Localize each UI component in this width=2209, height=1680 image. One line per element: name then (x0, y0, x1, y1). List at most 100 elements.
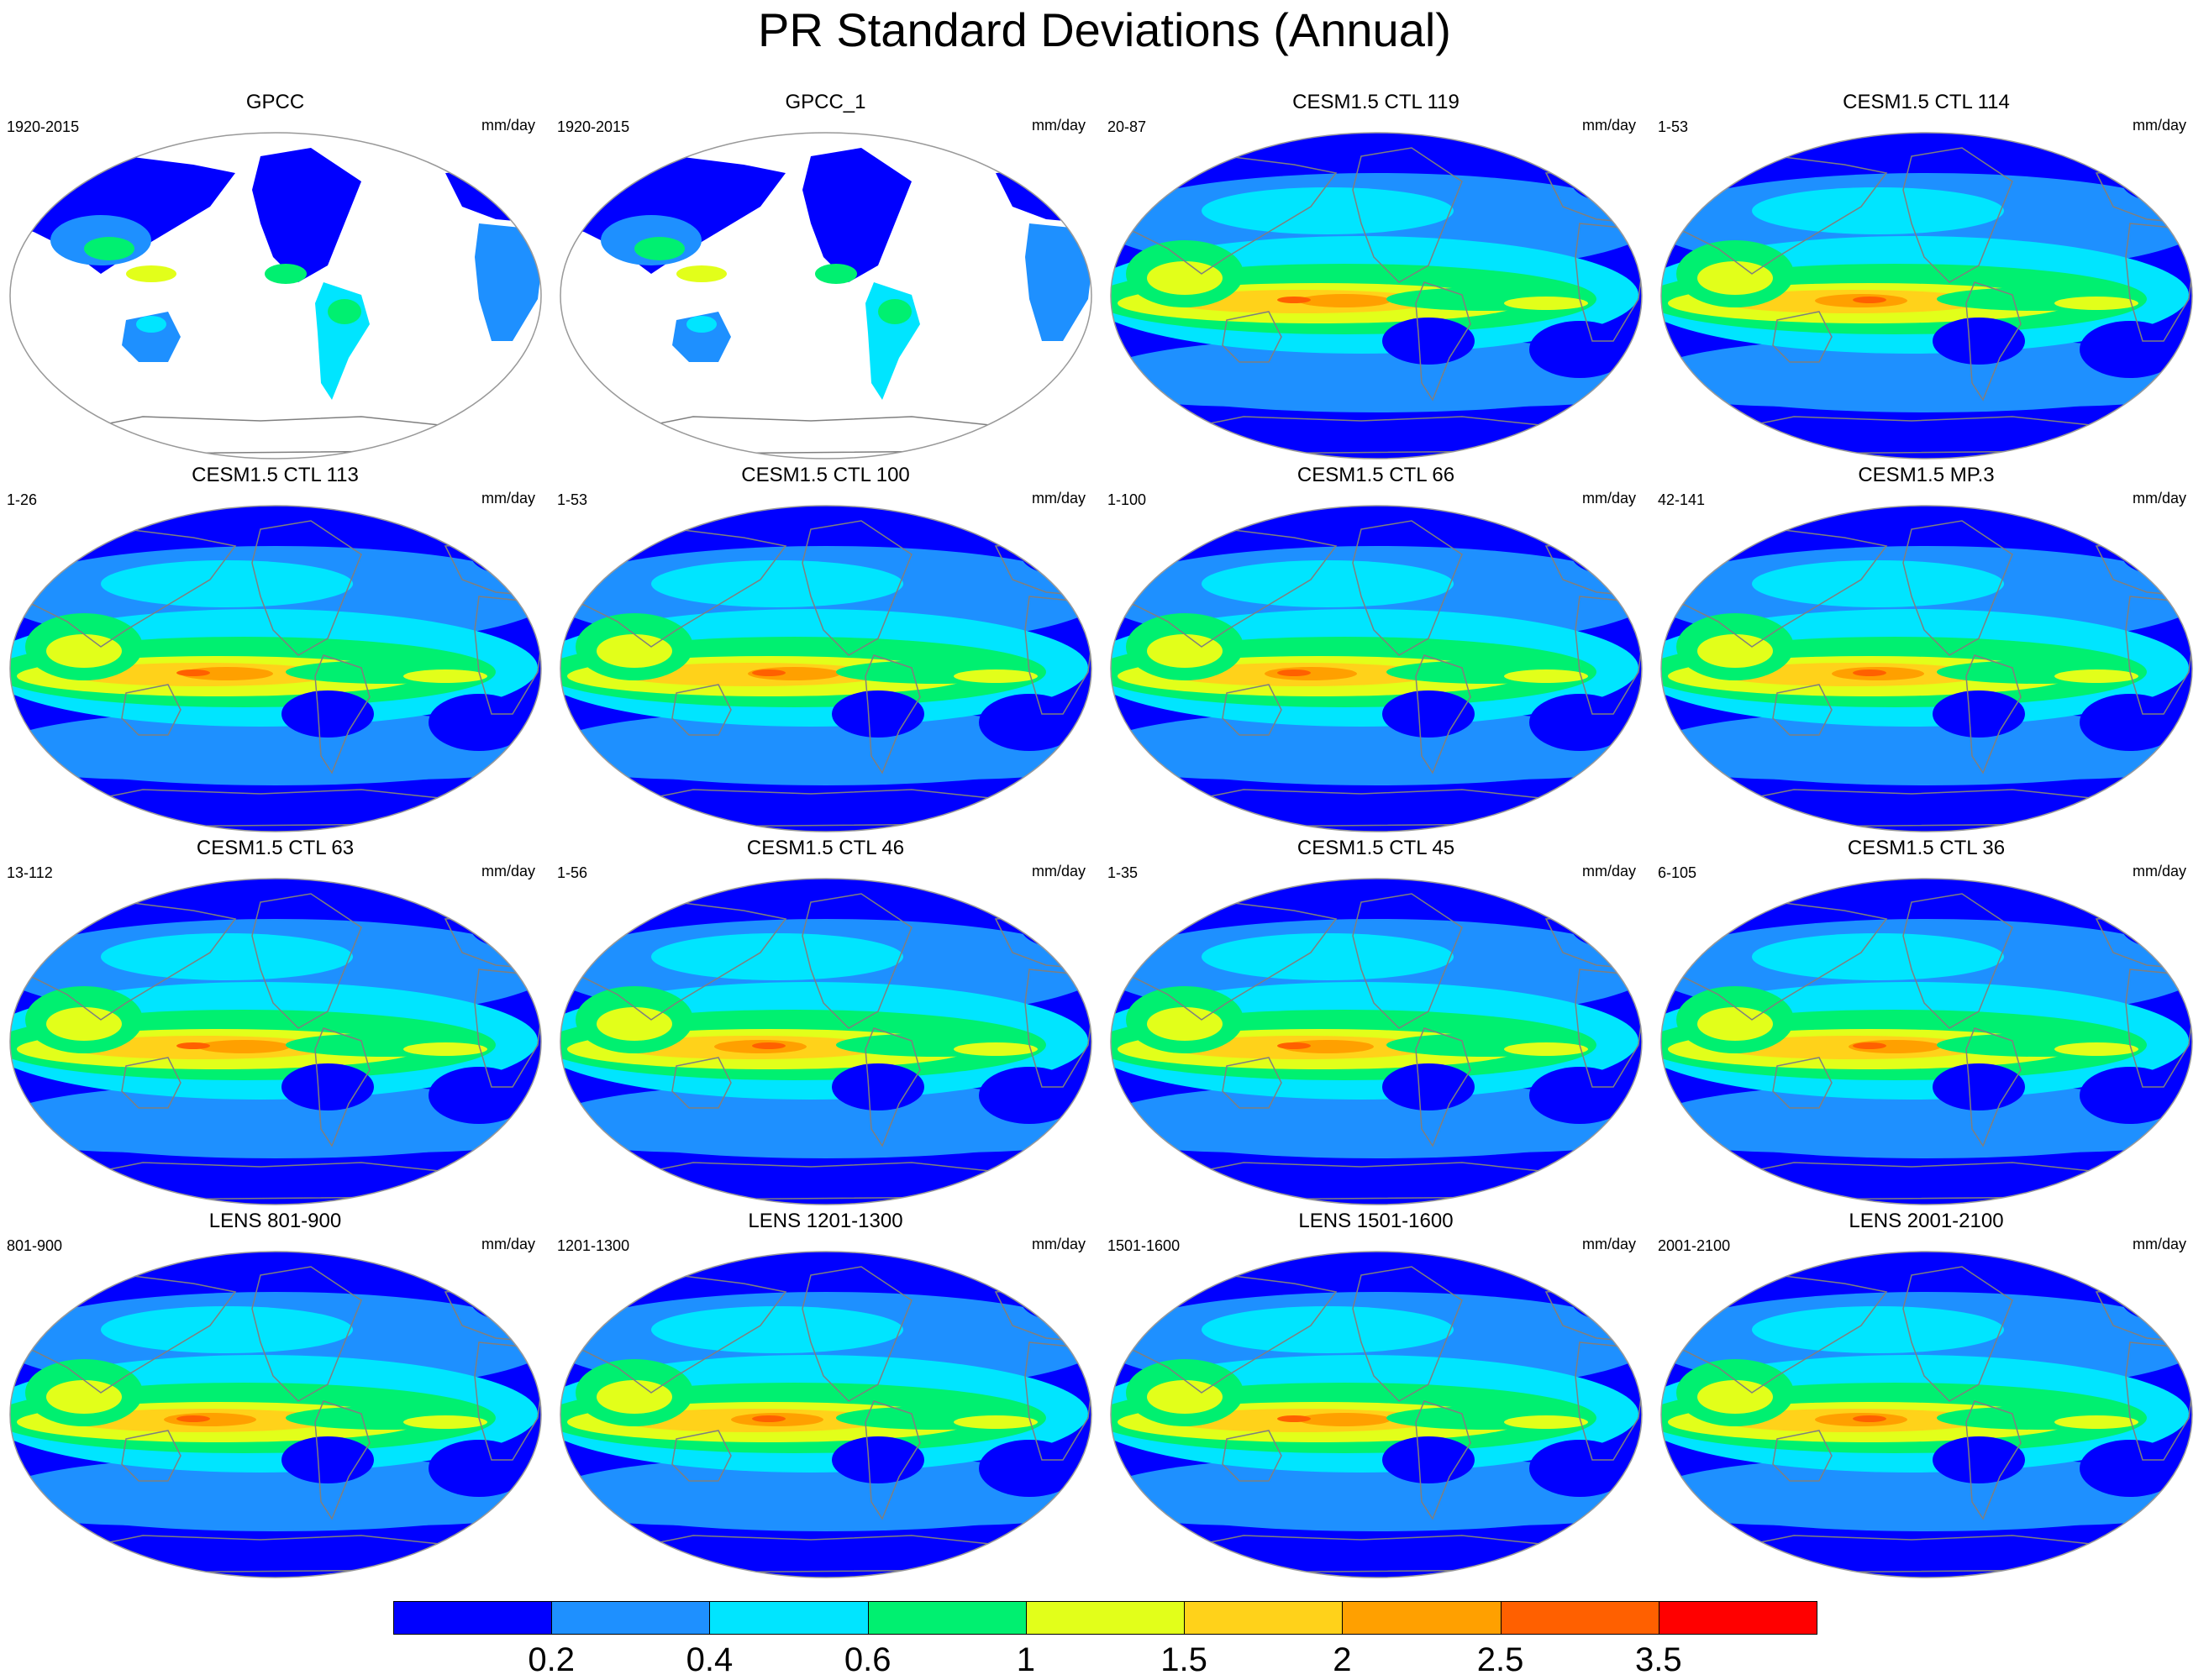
land-only-field (10, 133, 541, 459)
coastline-australia (1222, 684, 1282, 736)
map-frame (1660, 878, 2193, 1205)
southern-ocean (560, 1163, 1091, 1205)
colorbar-swatch (1658, 1601, 1817, 1635)
panel-period: 20-87 (1107, 118, 1147, 135)
panel-period: 1-35 (1107, 864, 1139, 881)
map-panel: CESM1.5 CTL 113 1-26 mm/day (0, 465, 550, 835)
panel-unit: mm/day (2132, 490, 2186, 507)
panel-title: CESM1.5 CTL 113 (192, 464, 359, 486)
coastline-americasS (1965, 1027, 2022, 1147)
map-frame (1660, 1251, 2193, 1578)
map-panel: LENS 2001-2100 2001-2100 mm/day (1651, 1211, 2201, 1581)
panel-period: 1-53 (1658, 118, 1689, 135)
southern-streak (1708, 768, 2145, 781)
colorbar-swatch (709, 1601, 869, 1635)
se-pacific-dry (832, 1436, 924, 1483)
se-pacific-dry (281, 1436, 374, 1483)
panel-unit: mm/day (1581, 863, 1636, 879)
se-pacific-dry (832, 690, 924, 738)
panel-unit: mm/day (2132, 863, 2186, 879)
se-atlantic-dry (1529, 321, 1630, 378)
coastline-americasS (1415, 654, 1471, 774)
coastline-australia (121, 684, 181, 736)
panel-title: GPCC_1 (785, 91, 866, 113)
world-map (1110, 1251, 1643, 1578)
southern-streak (57, 1514, 494, 1527)
midlat-band-south (1661, 1456, 2192, 1531)
atlantic-itcz-core (2054, 1415, 2138, 1429)
se-atlantic-dry (2080, 694, 2180, 751)
world-map (1660, 132, 2193, 459)
atlantic-itcz-core (2054, 1042, 2138, 1056)
world-map (9, 1251, 542, 1578)
atlantic-itcz-core (2054, 669, 2138, 683)
maritime-yellow (597, 634, 672, 668)
panel-unit: mm/day (1581, 117, 1636, 134)
map-panel: CESM1.5 CTL 46 1-56 mm/day (550, 838, 1101, 1208)
panel-title: CESM1.5 CTL 114 (1843, 91, 2010, 113)
coastline-americasS (865, 654, 921, 774)
coastline-americasN (1902, 1266, 2013, 1402)
map-panel: GPCC_1 1920-2015 mm/day (550, 92, 1101, 462)
world-map (9, 878, 542, 1205)
atlantic-itcz-core (1504, 669, 1588, 683)
world-map (1110, 878, 1643, 1205)
map-panel: CESM1.5 CTL 63 13-112 mm/day (0, 838, 550, 1208)
se-pacific-dry (281, 690, 374, 738)
asia-wet (634, 237, 685, 260)
coastline-americasS (1965, 654, 2022, 774)
world-map (560, 505, 1092, 832)
warm-pool-max (176, 669, 210, 676)
figure-title: PR Standard Deviations (Annual) (758, 3, 1451, 56)
midlat-band-south (1661, 1083, 2192, 1158)
southern-ocean (10, 1536, 541, 1578)
panel-title: LENS 2001-2100 (1849, 1210, 2004, 1232)
coastline-americasS (314, 1027, 371, 1147)
map-panel: GPCC 1920-2015 mm/day (0, 92, 550, 462)
maritime-yellow (597, 1380, 672, 1414)
map-panel: LENS 1501-1600 1501-1600 mm/day (1101, 1211, 1651, 1581)
se-pacific-dry (281, 1063, 374, 1110)
colorbar-tick-label: 1.5 (1160, 1641, 1207, 1678)
warm-pool-max (1853, 669, 1886, 676)
panel-title: GPCC (245, 91, 305, 113)
warm-pool-max (1853, 1042, 1886, 1049)
map-panel: CESM1.5 CTL 66 1-100 mm/day (1101, 465, 1651, 835)
colorbar-swatch (393, 1601, 553, 1635)
world-map (1660, 1251, 2193, 1578)
midlat-band-south (560, 710, 1091, 785)
panel-period: 1501-1600 (1107, 1237, 1181, 1254)
southern-ocean (1111, 1163, 1642, 1205)
maritime-yellow (1697, 1380, 1773, 1414)
se-pacific-dry (1382, 690, 1475, 738)
model-field (1111, 1252, 1642, 1578)
colorbar-swatch (1025, 1601, 1186, 1635)
southern-streak (607, 768, 1044, 781)
southern-ocean (1661, 417, 2192, 459)
coastline-americasS (314, 1400, 371, 1520)
map-frame (560, 505, 1092, 832)
se-atlantic-dry (2080, 1440, 2180, 1497)
world-map (9, 505, 542, 832)
se-pacific-dry (1933, 1063, 2025, 1110)
world-map (9, 132, 542, 459)
atlantic-itcz-core (403, 1042, 487, 1056)
warm-pool-max (1277, 1415, 1311, 1422)
north-pacific-cyan (1752, 1306, 2004, 1353)
panel-title: CESM1.5 CTL 36 (1847, 837, 2006, 859)
coastline-americasN (1902, 147, 2013, 283)
coastline-americasN (251, 893, 362, 1029)
coastline-australia (671, 1057, 732, 1109)
panel-period: 1920-2015 (7, 118, 80, 135)
southern-streak (1708, 1141, 2145, 1154)
map-frame (9, 1251, 542, 1578)
midlat-band-south (10, 1456, 541, 1531)
atlantic-itcz-core (2054, 297, 2138, 310)
coastline-australia (1222, 1057, 1282, 1109)
land-africa (1025, 223, 1091, 341)
north-pacific-cyan (1202, 187, 1454, 234)
coastline-americasS (865, 1027, 921, 1147)
amazon-wet (328, 299, 361, 324)
map-frame (1110, 505, 1643, 832)
maritime-yellow (46, 1380, 122, 1414)
